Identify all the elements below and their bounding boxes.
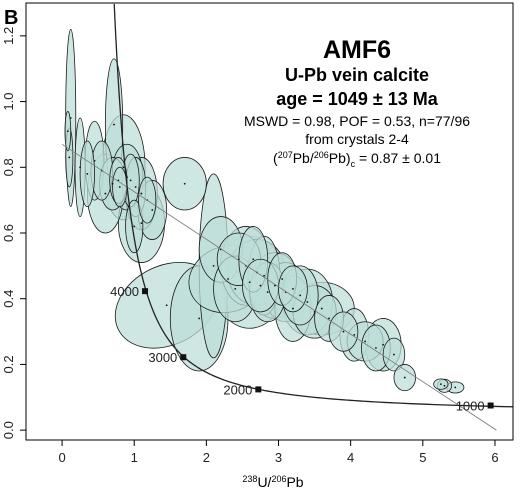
data-point	[70, 117, 72, 119]
data-point	[454, 387, 456, 389]
data-point	[67, 130, 69, 132]
data-point	[343, 331, 345, 333]
data-point	[198, 318, 200, 320]
data-point	[166, 304, 168, 306]
xlabel-sup-206: 206	[271, 474, 286, 484]
data-point	[112, 183, 114, 185]
xlabel-mid: U/	[257, 474, 271, 490]
ratio-sup-207: 207	[278, 150, 293, 160]
data-point	[328, 318, 330, 320]
data-point	[353, 334, 355, 336]
x-tick-label: 6	[491, 450, 498, 465]
data-point	[444, 385, 446, 387]
xlabel-end: Pb	[286, 474, 303, 490]
crystals-annotation: from crystals 2-4	[305, 131, 409, 147]
ratio-value: = 0.87 ± 0.01	[355, 150, 441, 166]
data-point	[404, 377, 406, 379]
data-point	[292, 288, 294, 290]
data-point	[119, 186, 121, 188]
data-point	[123, 166, 125, 168]
ratio-sup-206: 206	[314, 150, 329, 160]
chart-title: AMF6	[323, 36, 391, 64]
y-tick-label: 0.4	[1, 290, 16, 308]
data-point	[130, 180, 132, 182]
data-point	[321, 308, 323, 310]
y-tick-label: 0.8	[1, 158, 16, 176]
x-tick-label: 1	[131, 450, 138, 465]
concordia-age-marker	[142, 288, 148, 294]
concordia-age-marker	[488, 403, 494, 409]
data-point	[281, 278, 283, 280]
concordia-age-label: 2000	[223, 382, 252, 397]
y-tick-label: 0.6	[1, 224, 16, 242]
data-point	[86, 173, 88, 175]
concordia-age-marker	[180, 354, 186, 360]
data-point	[94, 160, 96, 162]
x-tick-label: 5	[419, 450, 426, 465]
data-point	[104, 193, 106, 195]
y-tick-label: 1.2	[1, 27, 16, 45]
data-point	[113, 124, 115, 126]
concordia-age-label: 1000	[456, 399, 485, 414]
data-point	[267, 291, 269, 293]
ratio-suffix: Pb)	[329, 150, 351, 166]
data-point	[234, 288, 236, 290]
data-point	[252, 258, 254, 260]
data-point	[364, 341, 366, 343]
data-point	[79, 166, 81, 168]
xlabel-sup-238: 238	[242, 474, 257, 484]
stats-annotation: MSWD = 0.98, POF = 0.53, n=77/96	[244, 113, 470, 129]
data-point	[68, 157, 70, 159]
data-point	[213, 265, 215, 267]
x-tick-label: 4	[347, 450, 354, 465]
concordia-age-label: 3000	[148, 350, 177, 365]
data-point	[260, 285, 262, 287]
data-point	[227, 278, 229, 280]
panel-label: B	[4, 7, 18, 29]
data-point	[382, 344, 384, 346]
y-tick-label: 0.0	[1, 421, 16, 439]
x-tick-label: 0	[58, 450, 65, 465]
y-tick-label: 0.2	[1, 355, 16, 373]
data-point	[393, 354, 395, 356]
data-point	[133, 226, 135, 228]
data-point	[263, 275, 265, 277]
data-point	[151, 209, 153, 211]
data-point	[375, 347, 377, 349]
age-annotation: age = 1049 ± 13 Ma	[276, 89, 438, 109]
data-point	[184, 183, 186, 185]
x-tick-label: 3	[275, 450, 282, 465]
data-point	[141, 222, 143, 224]
data-point	[249, 281, 251, 283]
data-point	[440, 383, 442, 385]
ratio-mid: Pb/	[293, 150, 314, 166]
data-point	[292, 308, 294, 310]
data-point	[135, 186, 137, 188]
chart-subtitle: U-Pb vein calcite	[285, 65, 429, 85]
data-point	[299, 295, 301, 297]
data-point	[141, 193, 143, 195]
y-tick-label: 1.0	[1, 93, 16, 111]
x-tick-label: 2	[203, 450, 210, 465]
concordia-age-label: 4000	[110, 284, 139, 299]
data-point	[306, 301, 308, 303]
concordia-age-marker	[255, 386, 261, 392]
